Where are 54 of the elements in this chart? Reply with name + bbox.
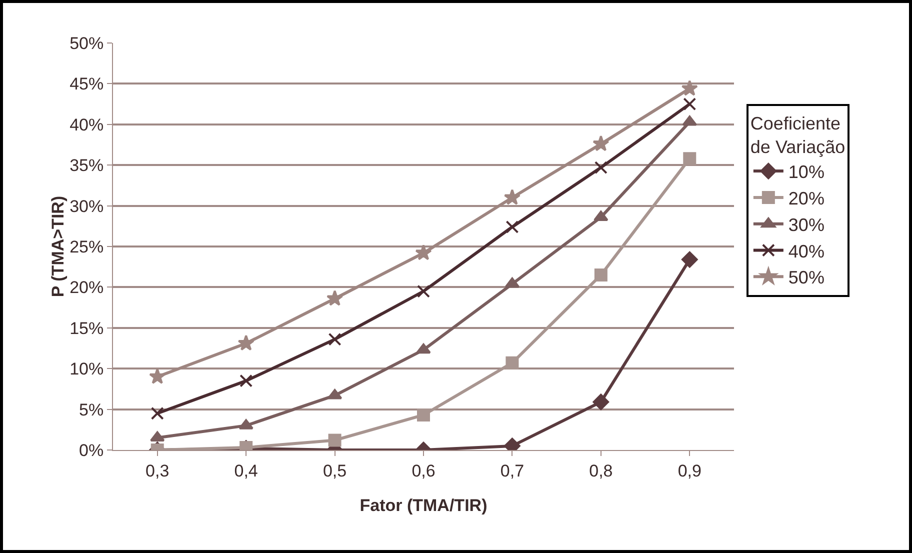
x-tick-label: 0,3 bbox=[146, 461, 170, 480]
y-tick-label: 0% bbox=[79, 440, 104, 460]
y-tick-label: 5% bbox=[79, 400, 104, 420]
point bbox=[415, 244, 432, 260]
point bbox=[592, 135, 610, 152]
point bbox=[417, 284, 430, 298]
legend-label: 30% bbox=[788, 214, 824, 235]
point bbox=[504, 277, 520, 288]
point bbox=[681, 80, 698, 96]
x-tick-label: 0,7 bbox=[500, 461, 524, 480]
point bbox=[592, 394, 610, 410]
legend-label: 50% bbox=[788, 268, 824, 288]
point bbox=[327, 388, 342, 400]
point bbox=[594, 161, 608, 174]
point bbox=[506, 220, 519, 234]
point bbox=[594, 268, 608, 282]
point bbox=[417, 408, 430, 422]
x-tick-label: 0,6 bbox=[412, 461, 436, 480]
y-tick-label: 35% bbox=[70, 156, 104, 176]
point bbox=[240, 374, 253, 388]
point bbox=[416, 343, 431, 354]
y-tick-label: 45% bbox=[70, 74, 104, 94]
y-tick-label: 30% bbox=[70, 196, 104, 216]
point bbox=[683, 152, 696, 166]
y-tick-label: 50% bbox=[70, 34, 104, 53]
y-tick-label: 40% bbox=[70, 115, 104, 134]
legend-label: 40% bbox=[788, 241, 824, 262]
point bbox=[594, 210, 608, 221]
point bbox=[506, 356, 519, 370]
point bbox=[328, 434, 342, 447]
y-tick-label: 10% bbox=[70, 360, 104, 379]
legend-title: Coeficiente de Variação bbox=[750, 113, 846, 157]
point bbox=[149, 368, 166, 384]
legend-label: 20% bbox=[788, 188, 824, 208]
point bbox=[326, 290, 344, 306]
x-axis-title: Fator (TMA/TIR) bbox=[360, 496, 488, 515]
point bbox=[681, 251, 698, 268]
point bbox=[328, 332, 342, 346]
point bbox=[682, 115, 697, 126]
point bbox=[150, 431, 165, 442]
point bbox=[238, 334, 254, 351]
x-tick-label: 0,9 bbox=[678, 461, 702, 480]
point bbox=[683, 98, 696, 111]
point bbox=[150, 406, 164, 420]
x-tick-label: 0,8 bbox=[589, 461, 613, 480]
point bbox=[238, 419, 254, 430]
x-tick-label: 0,5 bbox=[322, 461, 347, 480]
y-tick-label: 25% bbox=[70, 237, 104, 256]
y-axis-title: P (TMA>TIR) bbox=[48, 196, 68, 298]
y-tick-label: 15% bbox=[70, 318, 104, 338]
legend-label: 10% bbox=[788, 162, 824, 182]
y-tick-label: 20% bbox=[70, 278, 104, 298]
point bbox=[504, 188, 521, 205]
x-tick-label: 0,4 bbox=[234, 461, 258, 480]
